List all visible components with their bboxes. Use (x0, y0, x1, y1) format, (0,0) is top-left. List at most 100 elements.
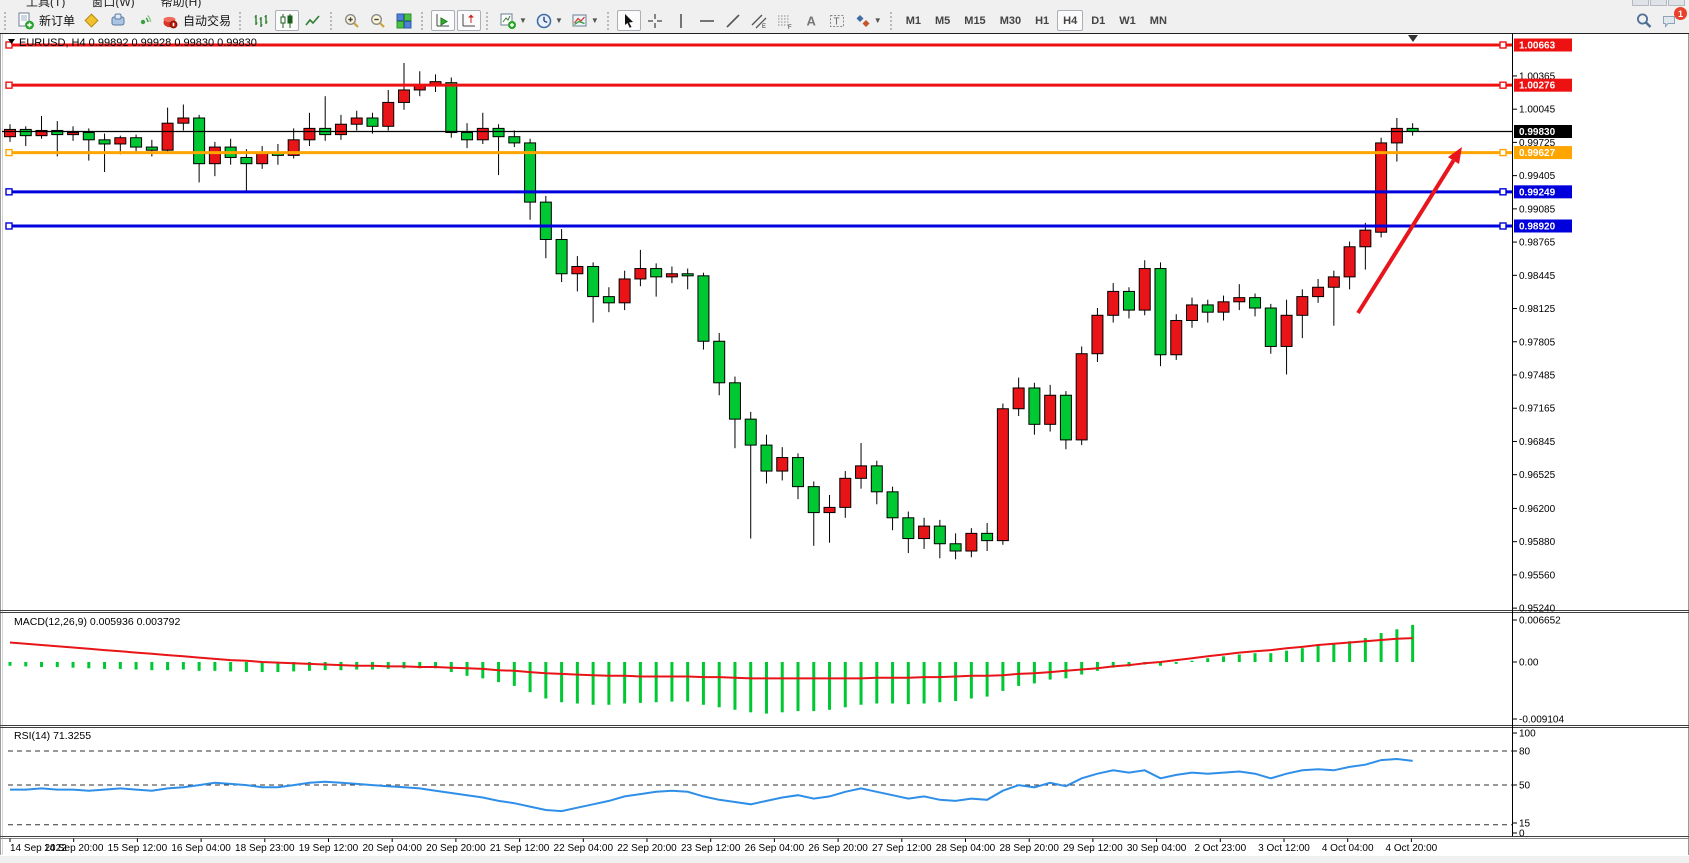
tile-windows-button[interactable] (392, 10, 416, 31)
trendline-button[interactable] (721, 10, 745, 31)
svg-text:1.00663: 1.00663 (1519, 41, 1556, 52)
new-chart-button[interactable]: ▼ (496, 10, 530, 31)
toolbar-group-3 (430, 8, 482, 33)
svg-text:100: 100 (1519, 729, 1536, 740)
text-icon: A (802, 12, 820, 30)
svg-text:20 Sep 20:00: 20 Sep 20:00 (426, 843, 486, 854)
svg-text:0.99085: 0.99085 (1519, 204, 1556, 215)
trend-arrow[interactable] (1356, 147, 1462, 315)
templates-button[interactable]: ▼ (568, 10, 602, 31)
maximize-button[interactable] (1650, 0, 1667, 6)
svg-text:20 Sep 04:00: 20 Sep 04:00 (362, 843, 422, 854)
zoom-in-icon (343, 12, 361, 30)
toolbar-group-1 (248, 8, 326, 33)
timeframe-m15[interactable]: M15 (958, 10, 991, 31)
svg-text:3 Oct 12:00: 3 Oct 12:00 (1258, 843, 1310, 854)
svg-text:2 Oct 23:00: 2 Oct 23:00 (1194, 843, 1246, 854)
minimize-button[interactable] (1632, 0, 1649, 6)
bar-chart-button[interactable] (249, 10, 273, 31)
timeframe-m30[interactable]: M30 (994, 10, 1027, 31)
candles (4, 62, 1419, 560)
svg-text:14 Sep 20:00: 14 Sep 20:00 (44, 843, 104, 854)
timeframe-h1[interactable]: H1 (1029, 10, 1055, 31)
autotrading-button[interactable]: 自动交易 (158, 10, 234, 31)
periods-clock-icon (535, 12, 553, 30)
svg-text:28 Sep 04:00: 28 Sep 04:00 (936, 843, 996, 854)
close-button[interactable] (1668, 0, 1685, 6)
tile-windows-icon (395, 12, 413, 30)
signals-icon (135, 12, 153, 30)
line-chart-button[interactable] (301, 10, 325, 31)
timeframe-mn[interactable]: MN (1144, 10, 1173, 31)
metaeditor-button[interactable] (80, 10, 104, 31)
timeframe-d1-label: D1 (1091, 14, 1106, 27)
text-label-button[interactable]: T (825, 10, 849, 31)
svg-text:80: 80 (1519, 747, 1531, 758)
timeframe-d1[interactable]: D1 (1085, 10, 1111, 31)
horizontal-line-button[interactable] (695, 10, 719, 31)
svg-text:19 Sep 12:00: 19 Sep 12:00 (299, 843, 359, 854)
autotrading-icon (161, 12, 179, 30)
symbol-marker-icon (8, 39, 15, 44)
zoom-out-button[interactable] (366, 10, 390, 31)
svg-text:0.97165: 0.97165 (1519, 404, 1556, 415)
chevron-down-icon: ▼ (554, 16, 563, 25)
timeframe-m5-label: M5 (935, 14, 951, 27)
timeframe-m5[interactable]: M5 (929, 10, 956, 31)
svg-text:29 Sep 12:00: 29 Sep 12:00 (1063, 843, 1123, 854)
search-icon (1635, 12, 1653, 30)
candle-chart-button[interactable] (275, 10, 300, 31)
svg-text:27 Sep 12:00: 27 Sep 12:00 (872, 843, 932, 854)
vertical-line-button[interactable] (669, 10, 693, 31)
toolbar-group-4: ▼ ▼ ▼ (495, 8, 603, 33)
svg-text:0.96845: 0.96845 (1519, 437, 1556, 448)
line-chart-icon (304, 12, 322, 30)
new-chart-icon (499, 12, 517, 30)
chat-button[interactable]: 1 (1658, 7, 1687, 31)
timeframe-h4[interactable]: H4 (1057, 10, 1084, 31)
svg-text:1.00045: 1.00045 (1519, 105, 1556, 116)
toolbar-group-6: M1 M5 M15 M30 H1 H4 D1 W1 MN (899, 8, 1174, 33)
metaeditor-icon (83, 12, 101, 30)
svg-text:1.00276: 1.00276 (1519, 81, 1556, 92)
fibonacci-button[interactable]: F (773, 10, 797, 31)
svg-text:0.98920: 0.98920 (1519, 221, 1556, 232)
profiles-button[interactable]: ▼ (532, 10, 566, 31)
chart-shift-marker[interactable] (1408, 35, 1418, 42)
new-order-button[interactable]: 新订单 (14, 10, 78, 31)
auto-scroll-button[interactable] (431, 10, 456, 31)
styler-icon (109, 12, 127, 30)
text-button[interactable]: A (799, 10, 823, 31)
chart-shift-icon (460, 12, 478, 30)
chevron-down-icon: ▼ (590, 16, 599, 25)
cursor-icon (620, 12, 638, 30)
level-lines[interactable] (5, 41, 1512, 230)
svg-text:0.99725: 0.99725 (1519, 138, 1556, 149)
styler-button[interactable] (106, 10, 130, 31)
menu-item-1[interactable]: 窗口(W) (91, 0, 135, 8)
timeframe-h1-label: H1 (1035, 14, 1050, 27)
signals-button[interactable] (132, 10, 156, 31)
equidistant-channel-button[interactable]: E (747, 10, 771, 31)
menu-item-2[interactable]: 帮助(H) (160, 0, 202, 8)
zoom-out-icon (369, 12, 387, 30)
crosshair-button[interactable] (643, 10, 667, 31)
chart-canvas[interactable]: 1.00365 1.00045 0.99725 0.99405 0.99085 0.987… (0, 33, 1689, 863)
cursor-button[interactable] (616, 10, 641, 31)
svg-text:4 Oct 20:00: 4 Oct 20:00 (1386, 843, 1438, 854)
arrows-icon (854, 12, 872, 30)
menu-item-0[interactable]: 工具(T) (26, 0, 66, 8)
arrows-button[interactable]: ▼ (851, 10, 885, 31)
svg-text:28 Sep 20:00: 28 Sep 20:00 (999, 843, 1059, 854)
price-axis[interactable]: 1.00365 1.00045 0.99725 0.99405 0.99085 0.987… (1512, 33, 1572, 840)
svg-text:50: 50 (1519, 781, 1531, 792)
svg-text:0.98445: 0.98445 (1519, 271, 1556, 282)
search-button[interactable] (1632, 10, 1656, 31)
svg-text:0.97805: 0.97805 (1519, 337, 1556, 348)
timeframe-m1[interactable]: M1 (900, 10, 927, 31)
chart-shift-button[interactable] (457, 10, 482, 31)
svg-text:15 Sep 12:00: 15 Sep 12:00 (108, 843, 168, 854)
timeframe-w1[interactable]: W1 (1113, 10, 1142, 31)
zoom-in-button[interactable] (340, 10, 364, 31)
